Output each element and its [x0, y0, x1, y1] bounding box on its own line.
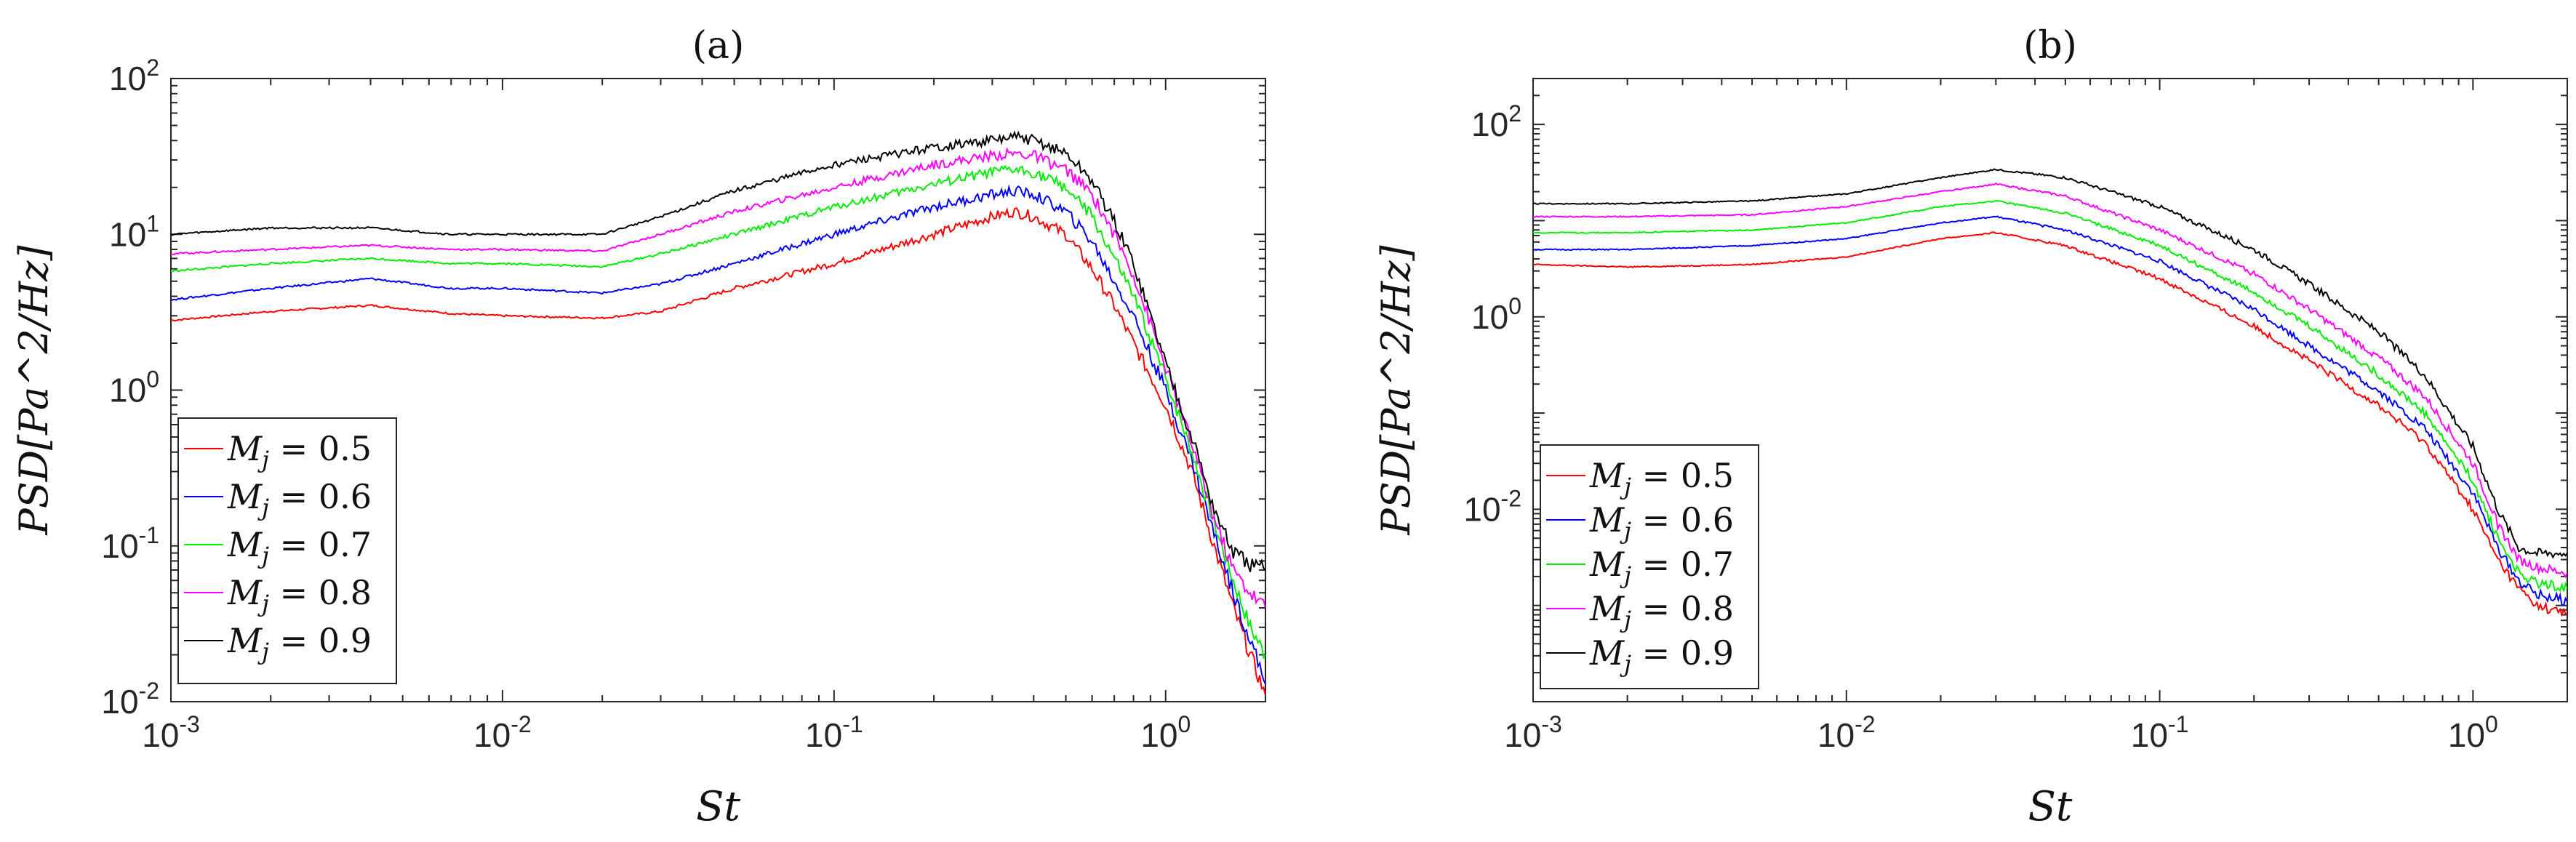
series-group	[171, 130, 1265, 696]
y-tick-label: 10-2	[1463, 485, 1521, 528]
y-tick-label: 10-2	[101, 678, 159, 721]
series-line-mach-0-8	[1533, 182, 2567, 579]
series-line-mach-0-5	[1533, 231, 2567, 617]
chart-title: (a)	[692, 24, 745, 68]
series-line-mach-0-7	[1533, 199, 2567, 593]
series-line-mach-0-5	[171, 207, 1265, 696]
legend-entry: Mj = 0.9	[227, 621, 372, 665]
y-tick-label: 100	[109, 366, 159, 409]
legend-entry: Mj = 0.9	[1589, 633, 1734, 678]
legend-entry: Mj = 0.7	[227, 525, 372, 569]
legend-entry: Mj = 0.8	[227, 573, 372, 617]
chart-title: (b)	[2023, 24, 2077, 68]
y-tick-label: 102	[1471, 100, 1521, 143]
x-tick-label: 10-1	[805, 711, 863, 754]
series-line-mach-0-7	[171, 164, 1265, 660]
y-axis-label: PSD[Pa^2/Hz]	[1373, 244, 1419, 535]
legend-entry: Mj = 0.5	[227, 429, 372, 473]
y-tick-label: 101	[109, 210, 159, 253]
x-axis-label: St	[2028, 783, 2073, 830]
x-tick-label: 10-2	[1817, 711, 1876, 754]
legend: Mj = 0.5Mj = 0.6Mj = 0.7Mj = 0.8Mj = 0.9	[177, 417, 397, 684]
series-line-mach-0-9	[1533, 168, 2567, 559]
legend-box	[177, 417, 397, 684]
x-tick-label: 100	[2448, 711, 2498, 754]
x-tick-label: 10-3	[142, 711, 200, 754]
y-tick-label: 100	[1471, 293, 1521, 336]
series-line-mach-0-8	[171, 147, 1265, 609]
series-line-mach-0-6	[171, 184, 1265, 685]
x-tick-label: 100	[1140, 711, 1191, 754]
x-tick-label: 10-1	[2131, 711, 2189, 754]
x-axis-label: St	[696, 783, 740, 830]
legend-box	[1540, 444, 1759, 689]
legend-entry: Mj = 0.6	[1589, 500, 1734, 545]
series-line-mach-0-9	[171, 130, 1265, 572]
chart-panel-b: 10-3 10-2 10-1 100 10-2 100 102 (b) St PSD[Pa^2/H…	[1373, 24, 2568, 830]
legend-entry: Mj = 0.5	[1589, 456, 1734, 500]
legend: Mj = 0.5Mj = 0.6Mj = 0.7Mj = 0.8Mj = 0.9	[1540, 444, 1759, 689]
x-tick-label: 10-3	[1504, 711, 1562, 754]
y-axis-label: PSD[Pa^2/Hz]	[11, 244, 57, 535]
y-tick-label: 10-1	[101, 522, 159, 565]
y-tick-label: 102	[109, 55, 159, 97]
legend-entry: Mj = 0.7	[1589, 545, 1734, 589]
x-tick-label: 10-2	[473, 711, 532, 754]
legend-entry: Mj = 0.6	[227, 477, 372, 521]
series-group	[1533, 168, 2567, 617]
legend-entry: Mj = 0.8	[1589, 589, 1734, 633]
series-line-mach-0-6	[1533, 215, 2567, 607]
